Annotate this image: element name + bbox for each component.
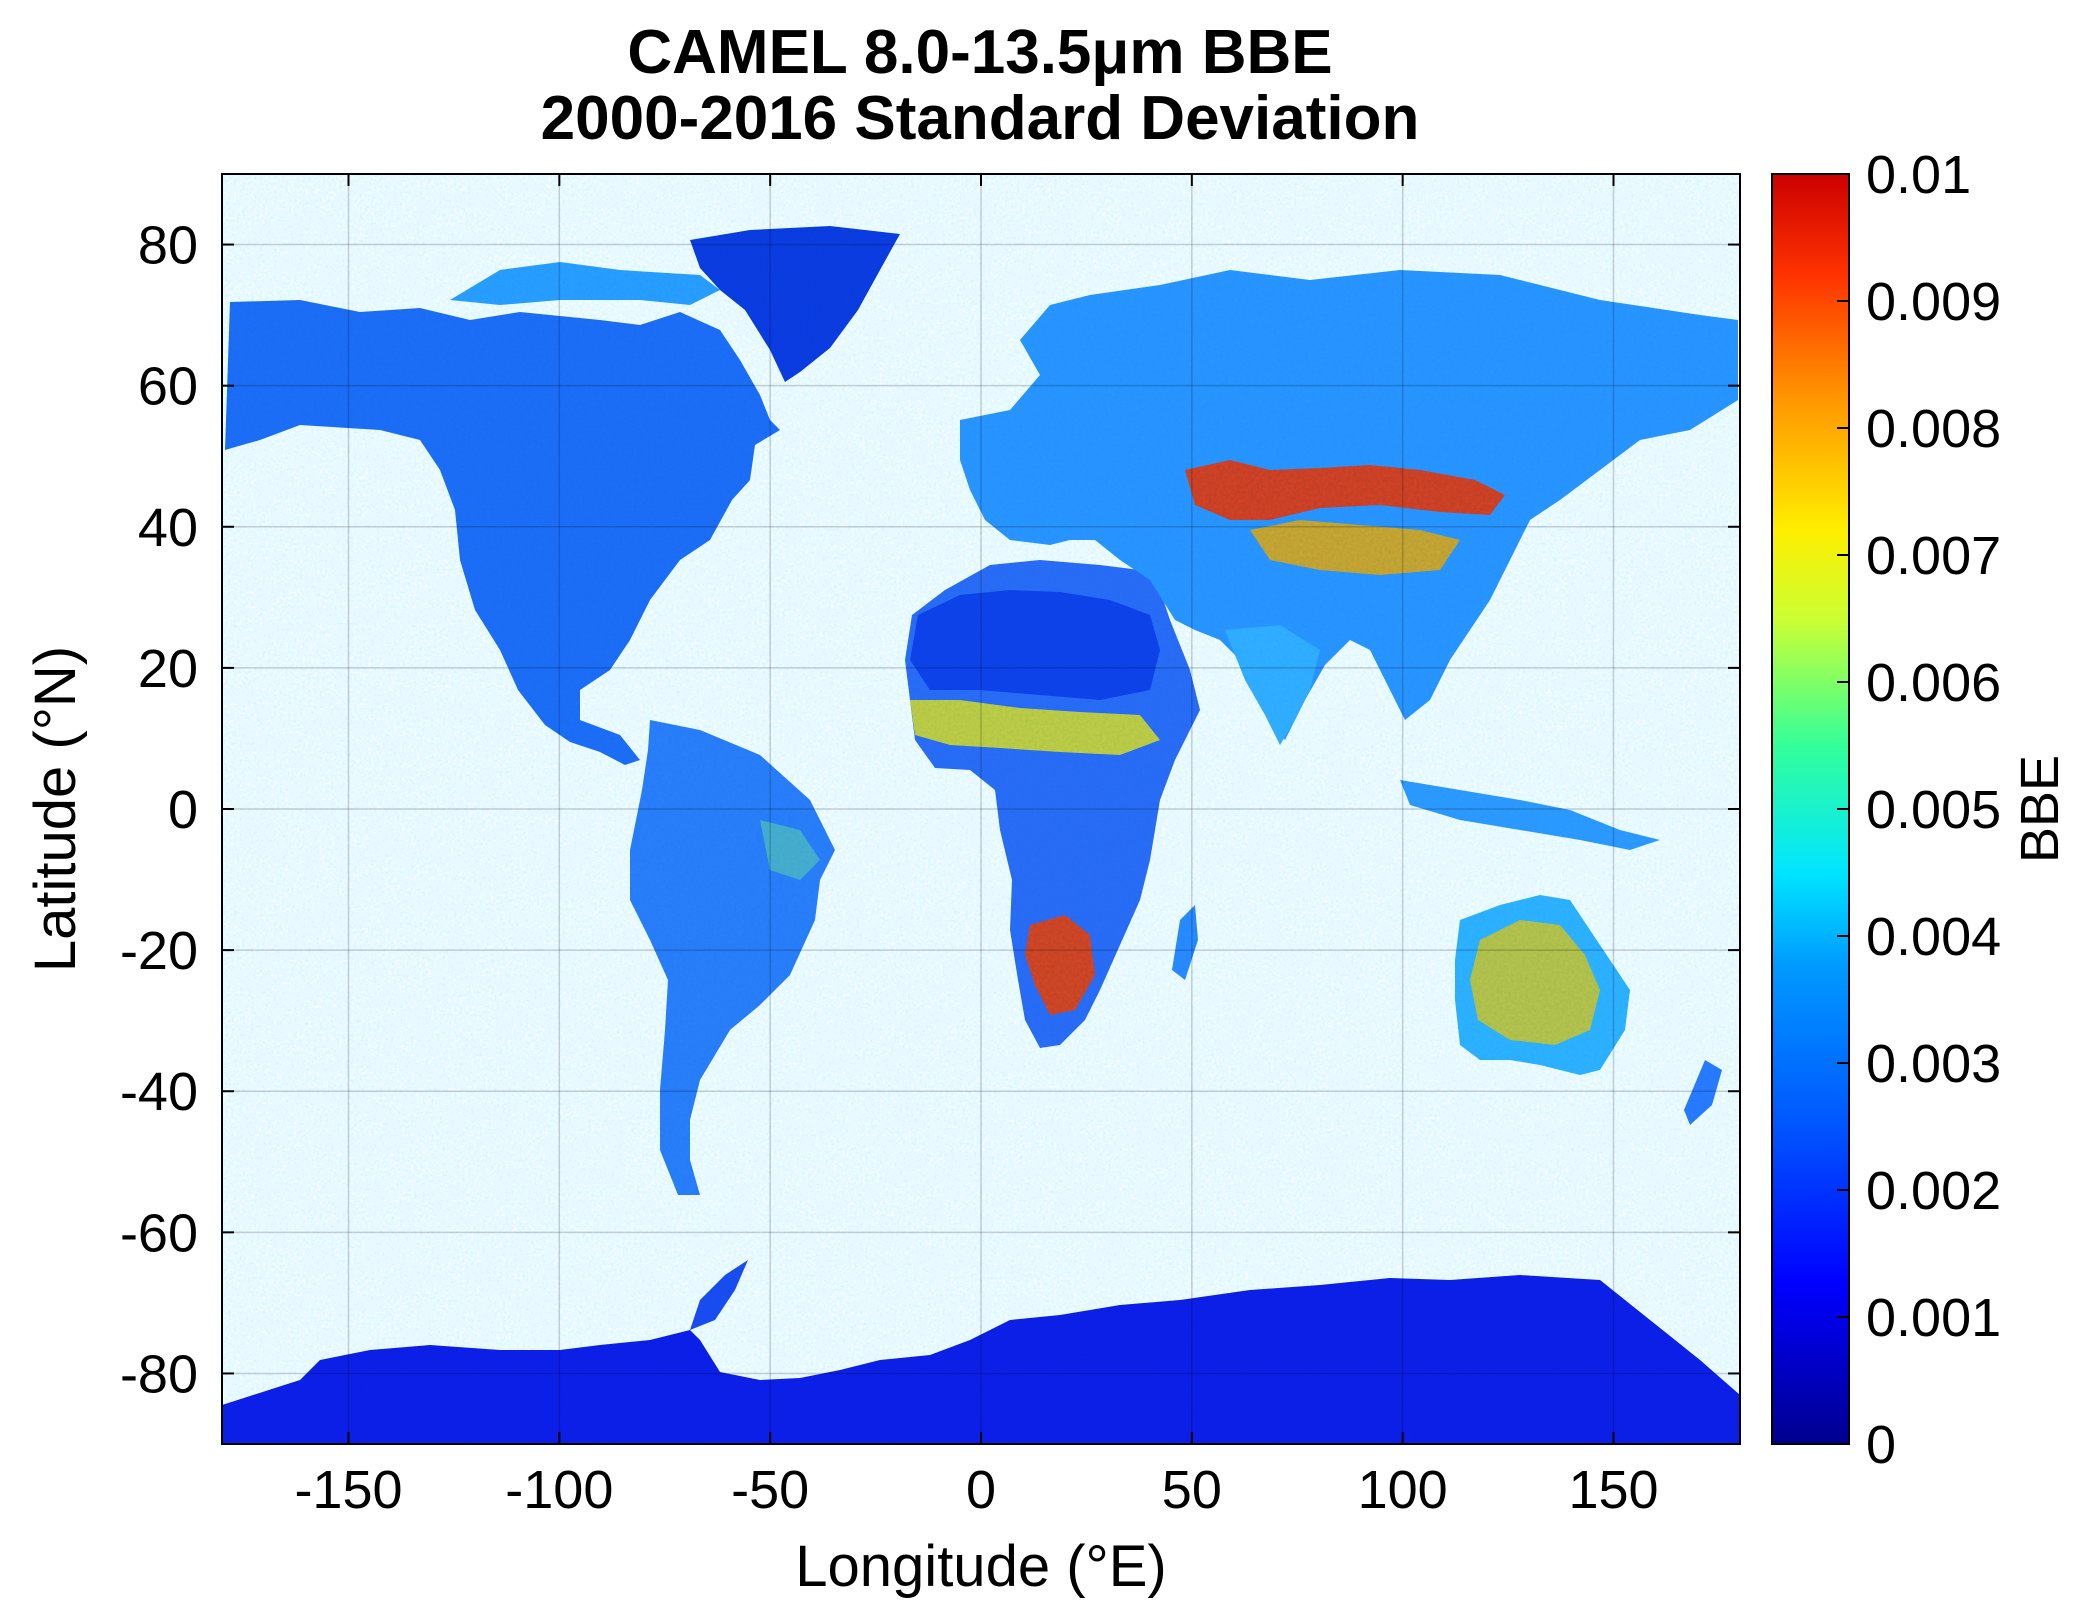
land-masses: [222, 174, 1740, 1444]
y-tick-label: 20: [138, 639, 198, 699]
x-tick-label: 50: [1162, 1460, 1222, 1520]
colorbar-tick-label: 0.001: [1866, 1288, 2001, 1348]
y-tick-label: 0: [168, 780, 198, 840]
grid-lines: [222, 174, 1740, 1444]
colorbar-tick-label: 0.009: [1866, 272, 2001, 332]
x-tick-label: -50: [731, 1460, 809, 1520]
colorbar-ticks: 0.01 0.009 0.008 0.007 0.006 0.005 0.004 0.003 0…: [1837, 145, 2001, 1475]
colorbar-tick-label: 0.01: [1866, 145, 1971, 205]
colorbar-tick-label: 0.004: [1866, 907, 2001, 967]
y-tick-label: 40: [138, 498, 198, 558]
colorbar-tick-label: 0.005: [1866, 780, 2001, 840]
y-axis: 80 60 40 20 0 -20 -40 -60 -80: [120, 216, 1740, 1404]
y-tick-label: -80: [120, 1344, 198, 1404]
x-tick-label: -100: [505, 1460, 613, 1520]
x-axis: -150 -100 -50 0 50 100 150: [294, 174, 1659, 1520]
x-tick-label: -150: [294, 1460, 402, 1520]
colorbar-tick-label: 0.008: [1866, 399, 2001, 459]
colorbar-tick-label: 0.002: [1866, 1161, 2001, 1221]
colorbar-tick-label: 0.003: [1866, 1034, 2001, 1094]
colorbar-tick-label: 0: [1866, 1415, 1896, 1475]
colorbar-tick-label: 0.007: [1866, 526, 2001, 586]
y-tick-label: -60: [120, 1203, 198, 1263]
x-tick-label: 100: [1358, 1460, 1448, 1520]
x-tick-label: 150: [1568, 1460, 1658, 1520]
y-axis-label: Latitude (°N): [23, 646, 88, 972]
y-tick-label: -20: [120, 921, 198, 981]
x-axis-label: Longitude (°E): [795, 1534, 1166, 1599]
y-tick-label: 80: [138, 216, 198, 276]
y-tick-label: 60: [138, 357, 198, 417]
colorbar-tick-label: 0.006: [1866, 653, 2001, 713]
x-tick-label: 0: [966, 1460, 996, 1520]
chart-title-line-1: CAMEL 8.0-13.5μm BBE: [627, 18, 1333, 87]
colorbar-label: BBE: [2010, 755, 2070, 863]
chart-title-line-2: 2000-2016 Standard Deviation: [540, 84, 1420, 153]
y-tick-label: -40: [120, 1062, 198, 1122]
